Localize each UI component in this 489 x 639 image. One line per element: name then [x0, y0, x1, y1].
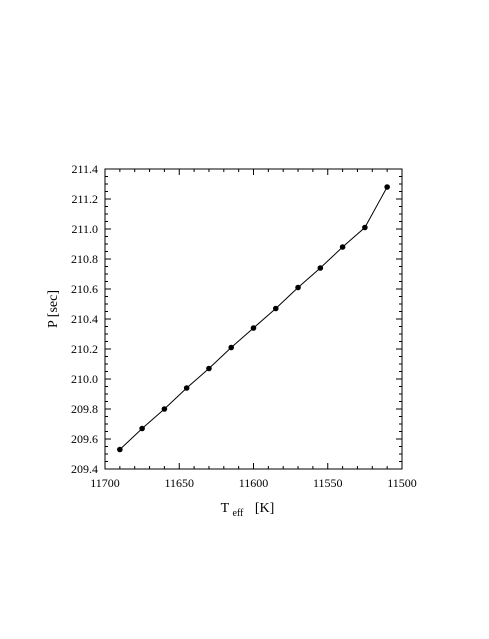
x-axis-label-unit: [K]	[255, 501, 274, 516]
y-tick-label: 210.2	[71, 342, 98, 356]
x-tick-label: 11650	[164, 476, 194, 490]
data-point	[183, 385, 190, 391]
y-tick-label: 210.6	[71, 282, 98, 296]
x-tick-label: 11500	[387, 476, 417, 490]
y-tick-label: 209.4	[71, 462, 98, 476]
y-tick-label: 211.4	[71, 162, 98, 176]
data-point	[206, 365, 212, 372]
data-series	[117, 184, 390, 453]
x-tick-label: 11600	[239, 476, 269, 490]
x-axis-label-main: T	[221, 501, 230, 516]
series-line	[119, 186, 388, 450]
y-tick-label: 210.8	[71, 252, 98, 266]
axis-ticks	[104, 168, 403, 470]
data-point	[139, 425, 145, 432]
y-tick-label: 210.4	[71, 312, 98, 326]
data-point	[228, 344, 235, 351]
y-tick-label: 209.6	[71, 432, 98, 446]
tick-labels: 11700 11650 11600 11550 11500 209.4 209.6 209.8…	[71, 162, 417, 490]
x-axis-label-subscript: eff	[232, 508, 244, 519]
y-tick-label: 211.2	[71, 192, 98, 206]
y-tick-label: 209.8	[71, 402, 98, 416]
x-axis-label: T eff [K]	[221, 501, 275, 520]
data-point	[161, 406, 168, 412]
data-point	[295, 284, 301, 291]
data-point	[384, 184, 390, 190]
x-tick-label: 11700	[90, 476, 120, 490]
x-tick-label: 11550	[313, 476, 343, 490]
y-axis-label: P [sec]	[46, 290, 61, 328]
y-tick-label: 211.0	[71, 222, 98, 236]
data-point	[272, 305, 279, 312]
data-point	[362, 224, 368, 231]
plot-frame	[104, 168, 403, 470]
data-point	[250, 325, 257, 331]
data-point	[117, 446, 123, 453]
data-point	[317, 265, 324, 271]
data-point	[339, 244, 346, 250]
y-tick-label: 210.0	[71, 372, 98, 386]
